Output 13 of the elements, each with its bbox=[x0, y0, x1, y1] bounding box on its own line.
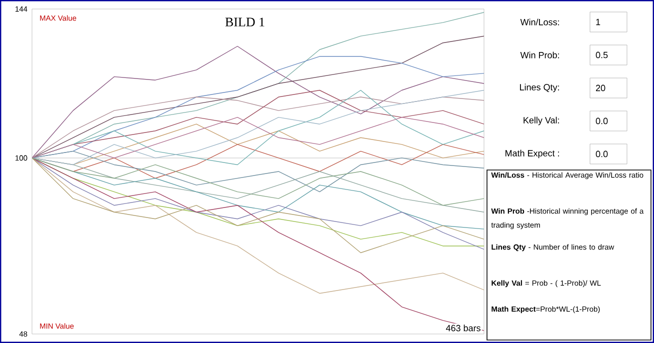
text: Kelly Val: bbox=[524, 116, 559, 126]
text: Win/Loss: bbox=[520, 18, 559, 26]
text: Win Prob: bbox=[520, 52, 559, 58]
chart-title: BILD 1 bbox=[225, 18, 264, 26]
text: 1 bbox=[596, 18, 600, 26]
text: 20 bbox=[596, 84, 606, 92]
text: Lines Qty: bbox=[520, 84, 559, 92]
text: 0.5 bbox=[596, 52, 608, 58]
line-series bbox=[32, 158, 484, 331]
annotation: 463 bars bbox=[446, 324, 480, 332]
text: Math Expect : bbox=[506, 150, 559, 158]
text: 0.0 bbox=[596, 118, 608, 124]
text: 0.0 bbox=[596, 150, 608, 158]
